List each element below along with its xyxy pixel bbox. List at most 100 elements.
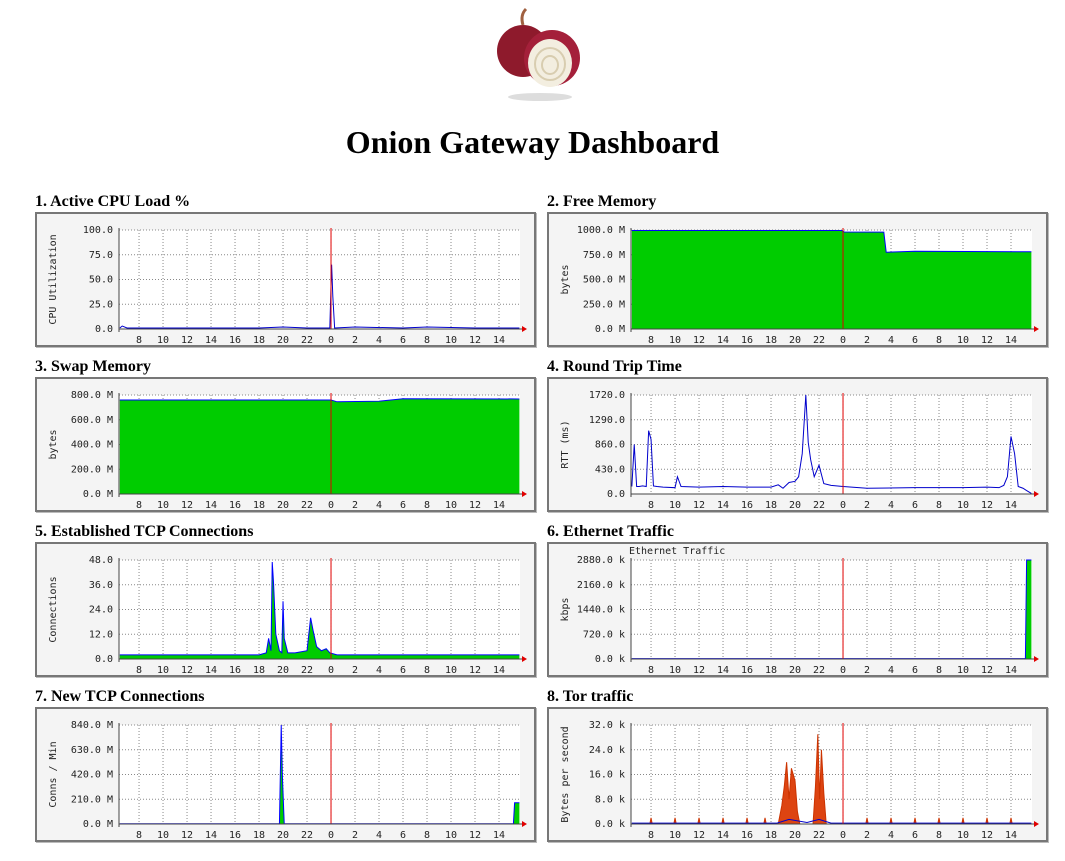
x-tick-label: 20 bbox=[277, 830, 289, 840]
line bbox=[631, 394, 1032, 494]
x-tick-label: 0 bbox=[840, 830, 846, 840]
x-tick-label: 6 bbox=[912, 335, 918, 345]
x-tick-label: 20 bbox=[277, 500, 289, 510]
x-tick-label: 20 bbox=[789, 830, 801, 840]
chart: 0.0 25.0 50.0 75.0 100.0 8 10 12 14 16 18 20 22 0 2 4 6 8… bbox=[48, 225, 527, 346]
y-tick-label: 12.0 bbox=[89, 629, 113, 640]
y-tick-label: 24.0 k bbox=[589, 745, 625, 756]
axis-arrow bbox=[1034, 491, 1039, 497]
x-tick-label: 2 bbox=[352, 665, 358, 675]
x-tick-label: 2 bbox=[352, 335, 358, 345]
x-tick-label: 6 bbox=[400, 665, 406, 675]
x-tick-label: 12 bbox=[981, 665, 993, 675]
axis-arrow bbox=[522, 821, 527, 827]
x-tick-label: 0 bbox=[328, 665, 334, 675]
x-tick-label: 22 bbox=[301, 335, 313, 345]
y-tick-label: 0.0 k bbox=[595, 819, 625, 830]
y-tick-label: 200.0 M bbox=[71, 464, 113, 475]
y-tick-label: 1440.0 k bbox=[577, 605, 625, 616]
axis-arrow bbox=[522, 491, 527, 497]
y-tick-label: 0.0 M bbox=[83, 819, 113, 830]
x-tick-label: 8 bbox=[936, 830, 942, 840]
chart-panel: 0.0 25.0 50.0 75.0 100.0 8 10 12 14 16 18 20 22 0 2 4 6 8… bbox=[35, 212, 536, 347]
x-tick-label: 14 bbox=[205, 830, 217, 840]
area-outline bbox=[119, 724, 520, 825]
x-tick-label: 4 bbox=[376, 335, 382, 345]
y-tick-label: 32.0 k bbox=[589, 720, 625, 731]
x-tick-label: 16 bbox=[741, 665, 753, 675]
axis-arrow bbox=[522, 656, 527, 662]
x-tick-label: 8 bbox=[136, 665, 142, 675]
y-tick-label: 8.0 k bbox=[595, 794, 625, 805]
x-tick-label: 6 bbox=[400, 335, 406, 345]
chart-title: 5. Established TCP Connections bbox=[35, 523, 254, 540]
x-tick-label: 14 bbox=[493, 830, 505, 840]
y-tick-label: 600.0 M bbox=[71, 415, 113, 426]
x-tick-label: 18 bbox=[253, 830, 265, 840]
x-tick-label: 14 bbox=[493, 500, 505, 510]
x-tick-label: 14 bbox=[1005, 830, 1017, 840]
chart-title: 2. Free Memory bbox=[547, 193, 657, 210]
x-tick-label: 14 bbox=[493, 335, 505, 345]
y-tick-label: 1720.0 bbox=[589, 390, 625, 401]
x-tick-label: 12 bbox=[181, 665, 193, 675]
x-tick-label: 16 bbox=[741, 500, 753, 510]
x-tick-label: 10 bbox=[445, 665, 457, 675]
y-tick-label: 2160.0 k bbox=[577, 580, 625, 591]
y-axis-label: bytes bbox=[560, 264, 571, 294]
x-tick-label: 12 bbox=[981, 335, 993, 345]
x-tick-label: 14 bbox=[1005, 500, 1017, 510]
x-tick-label: 6 bbox=[912, 500, 918, 510]
x-tick-label: 8 bbox=[648, 665, 654, 675]
x-tick-label: 10 bbox=[957, 830, 969, 840]
area-outline bbox=[119, 398, 520, 403]
x-tick-label: 16 bbox=[229, 830, 241, 840]
y-tick-label: 250.0 M bbox=[583, 299, 625, 310]
x-tick-label: 20 bbox=[789, 665, 801, 675]
y-tick-label: 1290.0 bbox=[589, 415, 625, 426]
x-tick-label: 8 bbox=[136, 335, 142, 345]
y-tick-label: 16.0 k bbox=[589, 770, 625, 781]
x-tick-label: 14 bbox=[717, 665, 729, 675]
x-tick-label: 10 bbox=[445, 500, 457, 510]
x-tick-label: 2 bbox=[352, 500, 358, 510]
y-tick-label: 800.0 M bbox=[71, 390, 113, 401]
x-tick-label: 12 bbox=[181, 500, 193, 510]
x-tick-label: 0 bbox=[840, 335, 846, 345]
y-axis-label: Conns / Min bbox=[48, 741, 59, 807]
x-tick-label: 10 bbox=[669, 335, 681, 345]
axis-arrow bbox=[522, 326, 527, 332]
x-tick-label: 18 bbox=[765, 665, 777, 675]
x-tick-label: 16 bbox=[229, 335, 241, 345]
axis-arrow bbox=[1034, 821, 1039, 827]
chart-title: 6. Ethernet Traffic bbox=[547, 523, 674, 540]
x-tick-label: 12 bbox=[469, 830, 481, 840]
x-tick-label: 6 bbox=[400, 830, 406, 840]
chart-title: 7. New TCP Connections bbox=[35, 688, 205, 705]
y-tick-label: 860.0 bbox=[595, 440, 625, 451]
x-tick-label: 2 bbox=[864, 830, 870, 840]
axis-arrow bbox=[1034, 656, 1039, 662]
y-axis-label: Bytes per second bbox=[560, 726, 571, 822]
chart: 0.0 M 210.0 M 420.0 M 630.0 M 840.0 M 8 10 12 14… bbox=[48, 720, 527, 841]
y-tick-label: 48.0 bbox=[89, 555, 113, 566]
x-tick-label: 14 bbox=[205, 665, 217, 675]
chart-panel: 0.0 430.0 860.0 1290.0 1720.0 8 10 12 14 16 18 20 22… bbox=[547, 377, 1048, 512]
x-tick-label: 14 bbox=[717, 830, 729, 840]
x-tick-label: 4 bbox=[888, 335, 894, 345]
x-tick-label: 22 bbox=[813, 500, 825, 510]
x-tick-label: 4 bbox=[888, 830, 894, 840]
x-tick-label: 18 bbox=[765, 830, 777, 840]
x-tick-label: 12 bbox=[469, 665, 481, 675]
y-tick-label: 75.0 bbox=[89, 250, 113, 261]
legend-label: Ethernet Traffic bbox=[629, 546, 725, 557]
x-tick-label: 8 bbox=[936, 665, 942, 675]
y-axis-label: CPU Utilization bbox=[48, 234, 59, 324]
x-tick-label: 10 bbox=[957, 335, 969, 345]
x-tick-label: 14 bbox=[1005, 335, 1017, 345]
x-tick-label: 12 bbox=[693, 830, 705, 840]
x-tick-label: 18 bbox=[253, 665, 265, 675]
x-tick-label: 18 bbox=[253, 500, 265, 510]
chart-title: 8. Tor traffic bbox=[547, 688, 634, 705]
line bbox=[631, 818, 1032, 824]
